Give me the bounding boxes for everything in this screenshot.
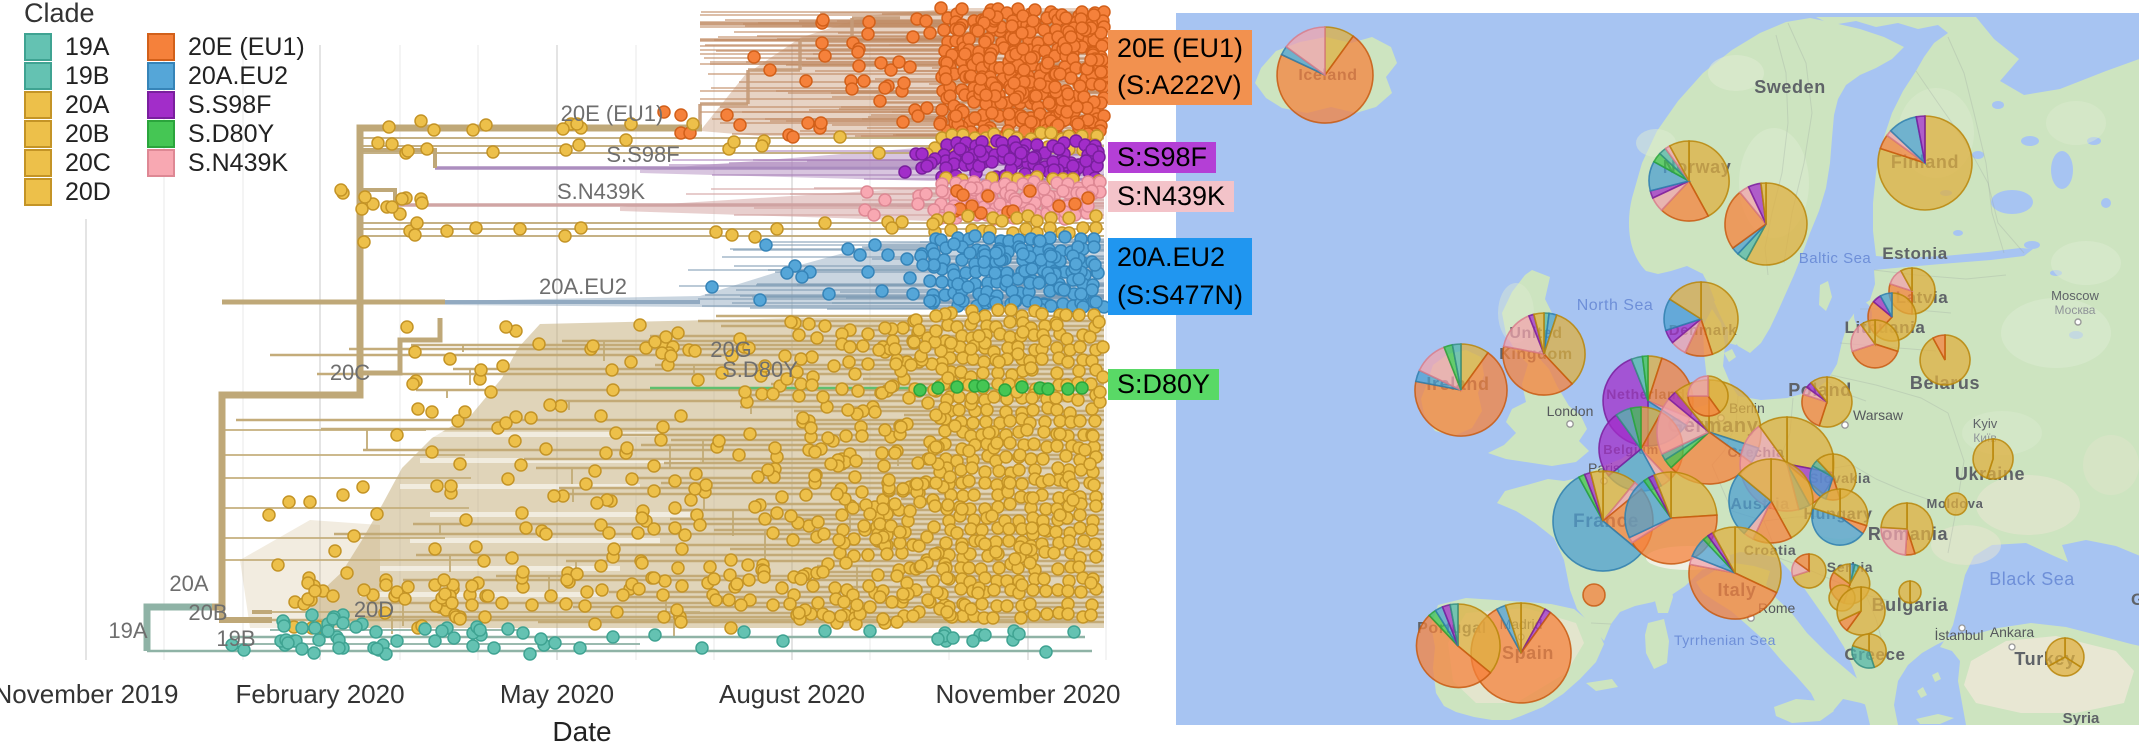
svg-text:20C: 20C [65,149,111,177]
svg-text:20A.EU2: 20A.EU2 [188,62,288,90]
svg-text:G: G [2131,590,2139,609]
svg-text:20A: 20A [169,571,208,596]
svg-text:20C: 20C [330,360,370,385]
svg-text:February 2020: February 2020 [235,679,404,709]
svg-text:Clade: Clade [24,0,95,28]
svg-text:S.S98F: S.S98F [606,142,679,167]
svg-text:20G: 20G [710,337,752,362]
svg-text:20A.EU2: 20A.EU2 [539,274,627,299]
svg-text:İstanbul: İstanbul [1934,626,1983,643]
svg-text:19A: 19A [108,618,147,643]
svg-text:Moscow: Moscow [2051,288,2099,303]
svg-text:S.D80Y: S.D80Y [188,120,274,148]
svg-text:November 2019: November 2019 [0,679,179,709]
svg-text:North Sea: North Sea [1577,297,1654,314]
svg-text:19A: 19A [65,33,110,61]
svg-text:Syria: Syria [2063,710,2100,725]
svg-text:Kyiv: Kyiv [1973,416,1998,431]
svg-text:Москва: Москва [2055,303,2096,317]
svg-text:20E (EU1): 20E (EU1) [561,101,664,126]
svg-text:Black Sea: Black Sea [1989,569,2075,589]
svg-text:Date: Date [552,716,611,747]
svg-text:November 2020: November 2020 [936,679,1121,709]
svg-text:20B: 20B [65,120,109,148]
svg-text:Bulgaria: Bulgaria [1872,595,1949,615]
svg-text:20D: 20D [65,178,111,206]
svg-text:20D: 20D [354,597,394,622]
svg-text:20B: 20B [188,600,227,625]
svg-text:Baltic Sea: Baltic Sea [1799,250,1872,267]
svg-text:Sweden: Sweden [1754,77,1826,97]
svg-text:S.N439K: S.N439K [188,149,288,177]
svg-text:Ankara: Ankara [1990,624,2035,640]
svg-text:20A: 20A [65,91,110,119]
svg-text:London: London [1547,403,1594,419]
svg-text:S.S98F: S.S98F [188,91,271,119]
svg-text:S.N439K: S.N439K [557,179,645,204]
svg-text:19B: 19B [65,62,109,90]
svg-text:19B: 19B [216,626,255,651]
svg-text:20E (EU1): 20E (EU1) [188,33,305,61]
svg-text:May 2020: May 2020 [500,679,614,709]
svg-text:August 2020: August 2020 [719,679,865,709]
svg-text:Warsaw: Warsaw [1853,407,1904,423]
svg-text:Tyrrhenian Sea: Tyrrhenian Sea [1674,632,1776,648]
svg-text:Estonia: Estonia [1882,244,1948,263]
svg-text:S.D80Y: S.D80Y [722,357,798,382]
